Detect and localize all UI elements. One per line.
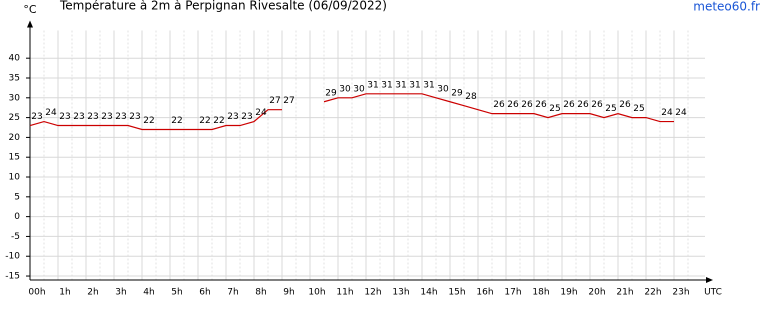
y-tick-label: 5	[14, 192, 20, 202]
data-label: 23	[115, 112, 126, 122]
data-label: 23	[73, 112, 84, 122]
data-label: 27	[269, 96, 280, 106]
data-label: 28	[465, 92, 477, 102]
data-label: 31	[409, 80, 420, 90]
x-tick-label: 1h	[59, 288, 70, 298]
x-tick-label: 23h	[672, 288, 689, 298]
data-label: 25	[549, 104, 560, 114]
x-tick-label: 12h	[364, 288, 381, 298]
y-tick-label: -10	[5, 252, 20, 262]
y-tick-label: 35	[9, 73, 20, 83]
x-tick-label: 11h	[336, 288, 353, 298]
x-tick-label: 2h	[87, 288, 98, 298]
data-label: 26	[493, 100, 505, 110]
data-label: 22	[199, 116, 210, 126]
data-label: 31	[423, 80, 434, 90]
x-tick-label: 6h	[199, 288, 210, 298]
data-label: 31	[367, 80, 378, 90]
data-label: 30	[437, 84, 449, 94]
data-label: 29	[325, 88, 337, 98]
x-tick-label: 18h	[532, 288, 549, 298]
y-tick-label: 40	[9, 54, 21, 64]
x-tick-label: 15h	[448, 288, 465, 298]
y-tick-label: -5	[11, 232, 20, 242]
y-tick-label: 15	[9, 153, 20, 163]
series-line	[29, 93, 674, 131]
y-tick-label: 10	[9, 173, 21, 183]
data-label: 29	[451, 88, 463, 98]
x-tick-label: 16h	[476, 288, 493, 298]
y-tick-label: 20	[9, 133, 21, 143]
data-label: 30	[339, 84, 351, 94]
data-label: 24	[661, 108, 673, 118]
source-link[interactable]: meteo60.fr	[693, 0, 760, 14]
data-label: 22	[171, 116, 182, 126]
data-label: 26	[507, 100, 519, 110]
data-label: 23	[31, 112, 42, 122]
x-tick-label: 22h	[644, 288, 661, 298]
x-tick-label: 00h	[28, 288, 45, 298]
data-label: 30	[353, 84, 365, 94]
y-tick-label: -15	[5, 272, 20, 282]
data-label: 24	[675, 108, 687, 118]
data-label: 25	[605, 104, 616, 114]
data-label: 27	[283, 96, 294, 106]
x-tick-label: 20h	[588, 288, 605, 298]
data-label: 26	[563, 100, 575, 110]
data-label: 24	[45, 108, 57, 118]
data-label: 26	[577, 100, 589, 110]
data-label: 22	[143, 116, 154, 126]
data-label: 25	[633, 104, 644, 114]
x-tick-label: 7h	[227, 288, 238, 298]
x-tick-label: 21h	[616, 288, 633, 298]
y-axis-arrow	[27, 20, 33, 28]
data-label: 22	[213, 116, 224, 126]
x-tick-label: 14h	[420, 288, 437, 298]
data-label: 23	[241, 112, 252, 122]
data-label: 23	[87, 112, 98, 122]
chart-title: Température à 2m à Perpignan Rivesalte (…	[59, 0, 387, 13]
data-label: 23	[59, 112, 70, 122]
data-label: 26	[535, 100, 547, 110]
y-axis-label: °C	[23, 3, 37, 16]
data-label: 23	[101, 112, 112, 122]
x-tick-label: 13h	[392, 288, 409, 298]
y-tick-label: 0	[14, 212, 20, 222]
data-label: 31	[381, 80, 392, 90]
x-axis-label: UTC	[704, 288, 722, 298]
y-tick-label: 30	[9, 93, 21, 103]
data-label: 26	[521, 100, 533, 110]
data-label: 26	[591, 100, 603, 110]
data-label: 23	[227, 112, 238, 122]
x-tick-label: 17h	[504, 288, 521, 298]
x-tick-label: 10h	[308, 288, 325, 298]
data-label: 31	[395, 80, 406, 90]
y-tick-label: 25	[9, 113, 20, 123]
x-tick-label: 19h	[560, 288, 577, 298]
x-tick-label: 4h	[143, 288, 154, 298]
data-label: 24	[255, 108, 267, 118]
data-label: 26	[619, 100, 631, 110]
x-tick-label: 3h	[115, 288, 126, 298]
data-label: 23	[129, 112, 140, 122]
x-tick-label: 9h	[283, 288, 294, 298]
x-axis-arrow	[706, 277, 713, 283]
x-tick-label: 8h	[255, 288, 266, 298]
x-tick-label: 5h	[171, 288, 182, 298]
